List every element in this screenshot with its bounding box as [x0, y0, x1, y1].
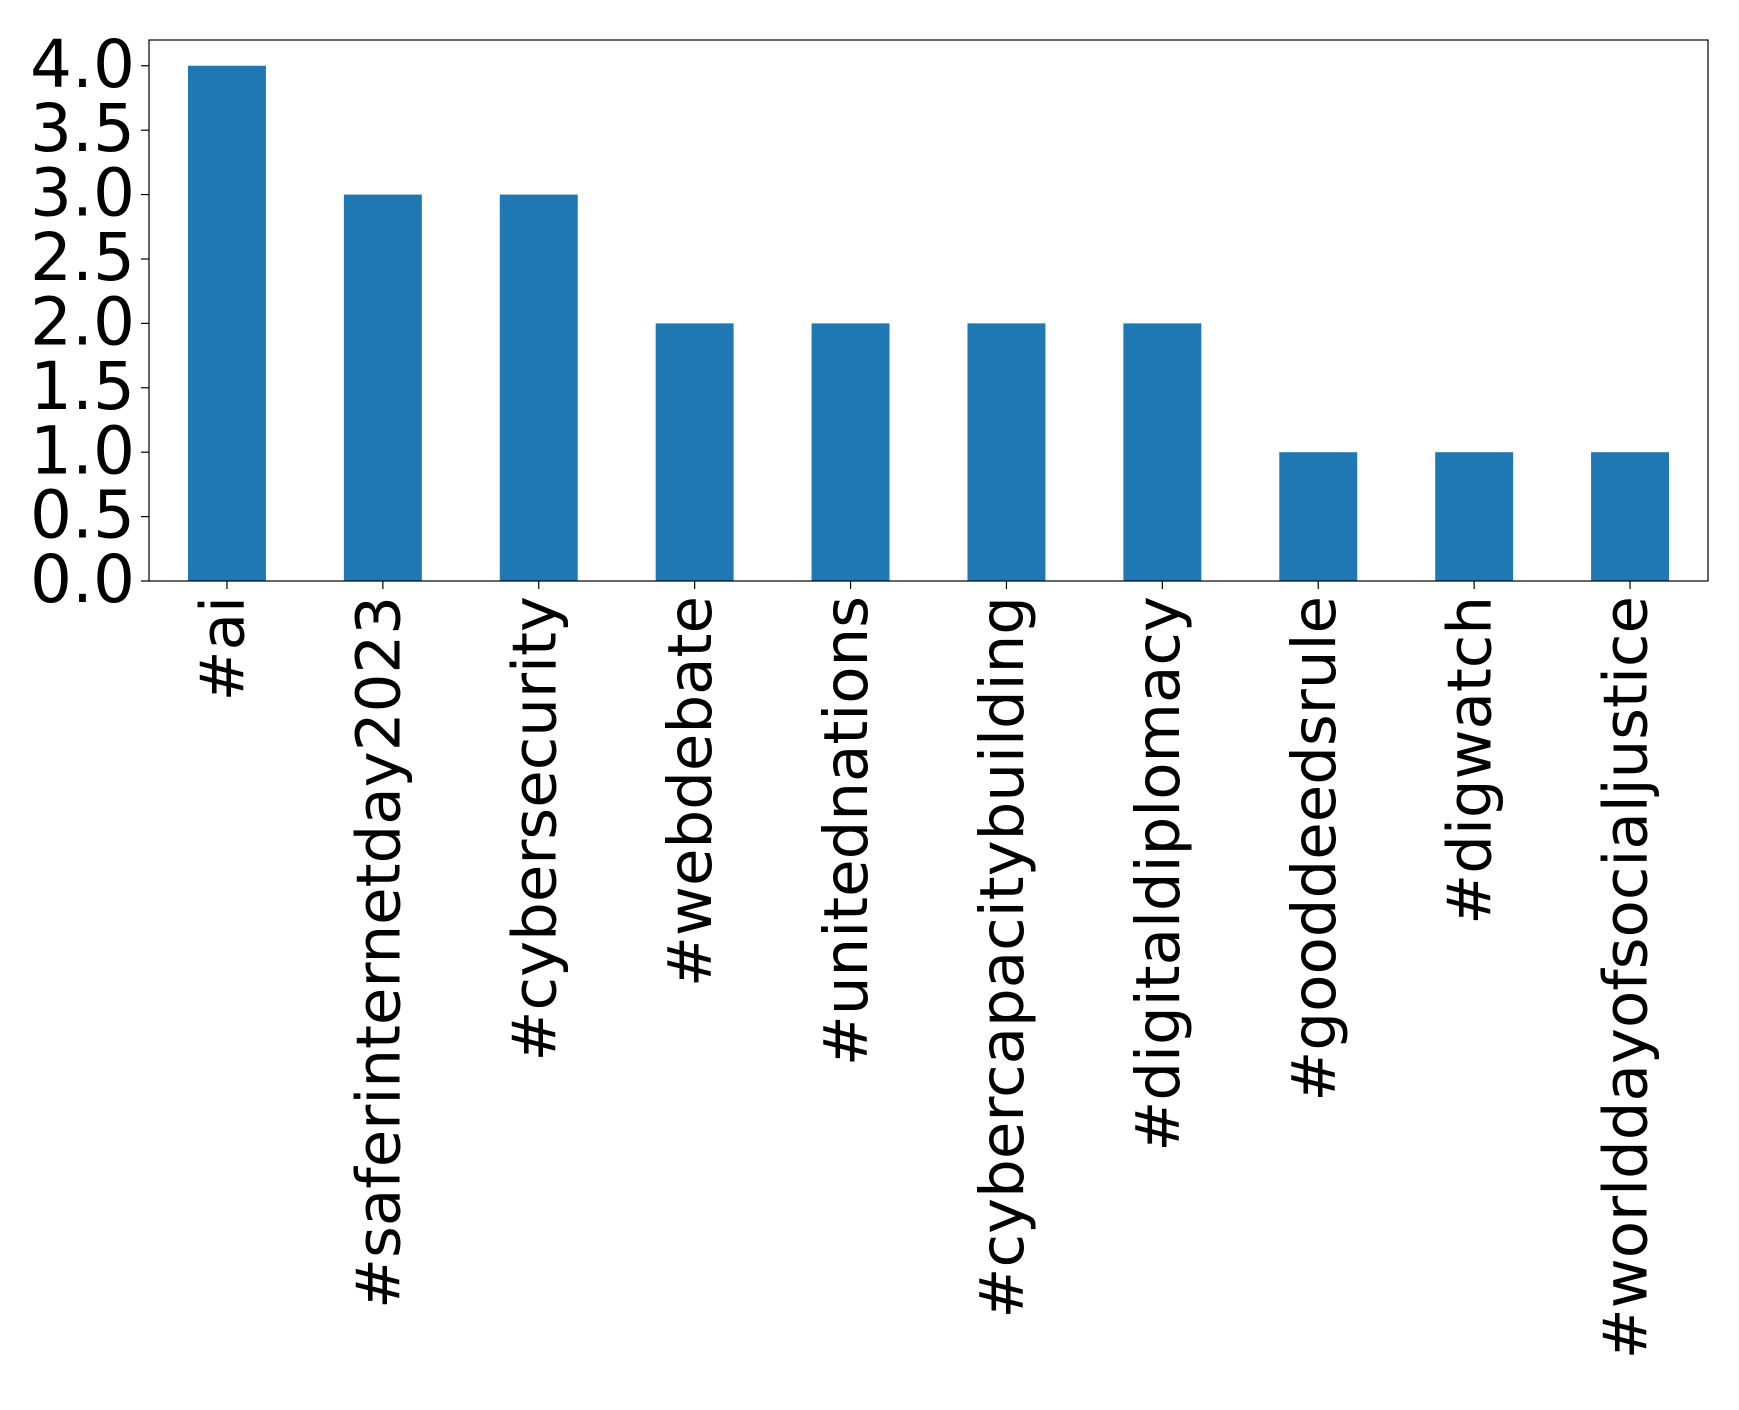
y-tick-label: 3.0 [30, 155, 135, 232]
bar [1591, 452, 1670, 581]
bar [811, 323, 890, 581]
y-tick-label: 0.5 [30, 477, 135, 554]
x-tick-label: #digwatch [1435, 596, 1506, 925]
plot-frame [148, 39, 1709, 582]
y-tick-label: 1.0 [30, 412, 135, 489]
bar [967, 323, 1046, 581]
bar [343, 194, 422, 582]
y-tick-label: 4.0 [30, 26, 135, 103]
x-tick-label: #saferinternetday2023 [343, 596, 414, 1309]
bar [1123, 323, 1202, 581]
x-tick-label: #digitaldiplomacy [1123, 596, 1194, 1152]
x-tick-label: #ai [188, 596, 259, 701]
x-tick-label: #unitednations [811, 596, 882, 1066]
bar [499, 194, 578, 582]
bar [655, 323, 734, 581]
bar [1435, 452, 1514, 581]
x-tick-label: #webdebate [655, 596, 726, 987]
y-tick-label: 2.5 [30, 219, 135, 296]
x-tick-label: #cybersecurity [499, 596, 570, 1062]
y-tick-label: 1.5 [30, 348, 135, 425]
y-tick-label: 0.0 [30, 541, 135, 618]
x-tick-label: #gooddeedsrule [1279, 596, 1350, 1102]
y-tick-label: 3.5 [30, 90, 135, 167]
x-tick-label: #worlddayofsocialjustice [1591, 596, 1662, 1359]
y-tick-label: 2.0 [30, 283, 135, 360]
bar [187, 65, 266, 581]
bar [1279, 452, 1358, 581]
x-tick-label: #cybercapacitybuilding [967, 596, 1038, 1319]
